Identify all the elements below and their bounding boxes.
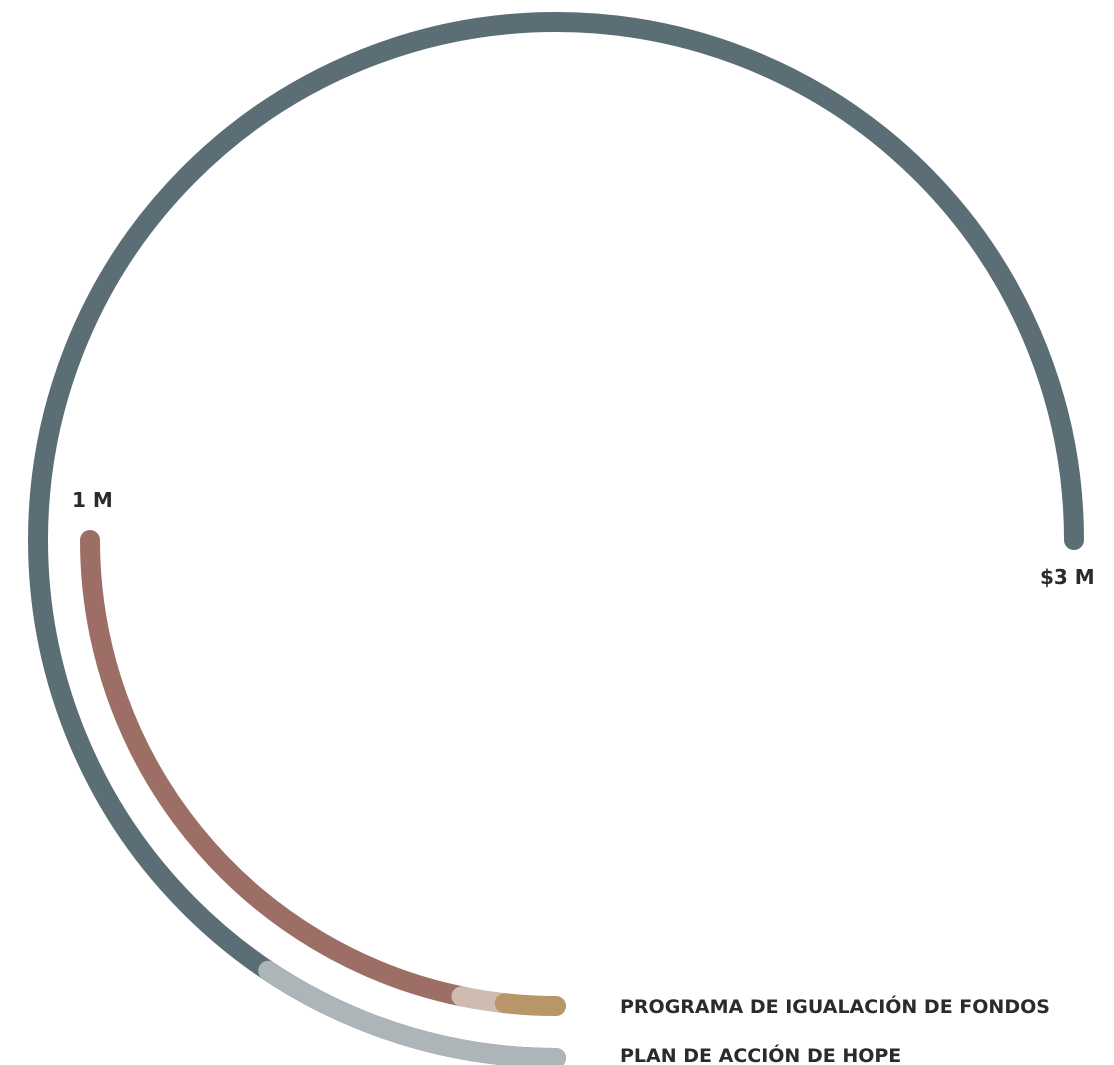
outer-ring-track	[28, 12, 1084, 1065]
outer-segment-plan-de-accion-de-hope	[258, 960, 566, 1065]
legend-item-matching-funds: PROGRAMA DE IGUALACIÓN DE FONDOS	[620, 994, 1050, 1018]
legend-item-hope-action-plan: PLAN DE ACCIÓN DE HOPE	[620, 1043, 901, 1065]
inner-segment-2	[80, 530, 472, 1007]
inner-segment-programa-de-igualacion-de-fondos	[494, 993, 566, 1017]
outer-end-label: $3 M	[1040, 565, 1095, 589]
outer-ring	[28, 12, 1084, 1065]
inner-ring	[80, 530, 566, 1017]
inner-max-label: 1 M	[72, 488, 113, 512]
